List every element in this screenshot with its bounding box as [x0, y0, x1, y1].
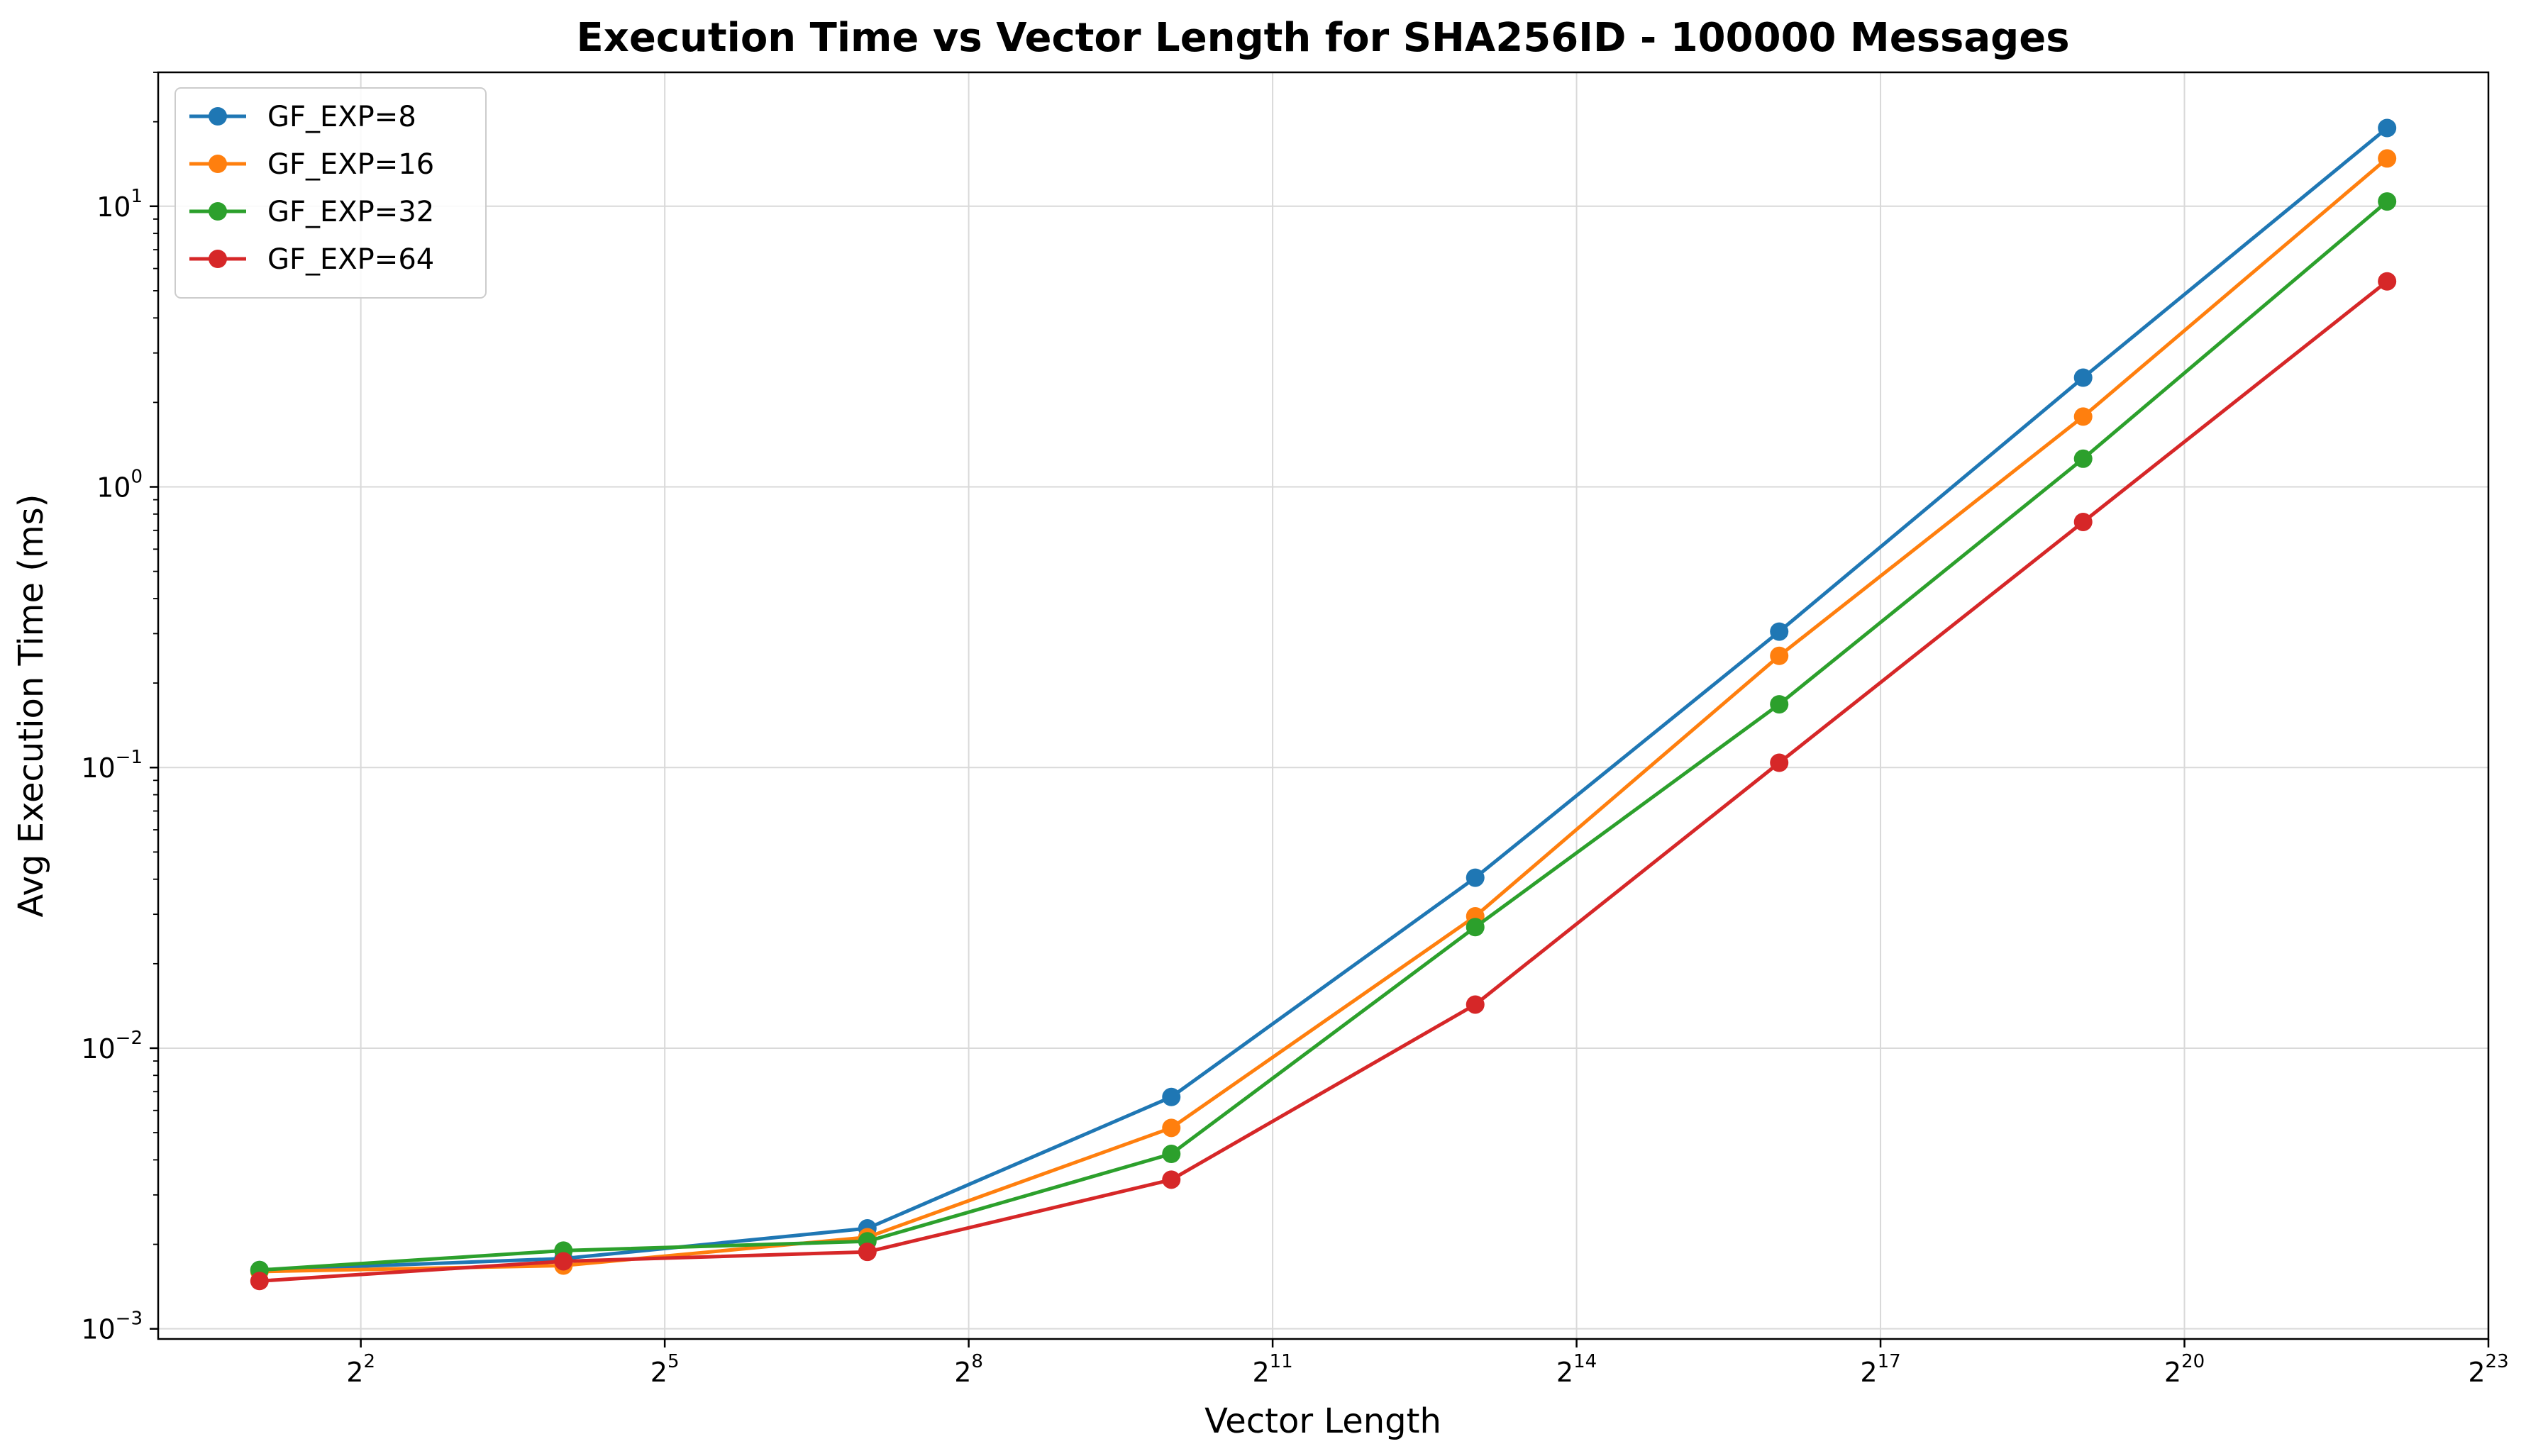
- legend-marker: [209, 250, 227, 268]
- data-point: [1770, 695, 1789, 714]
- x-tick-label: 223: [2468, 1351, 2508, 1388]
- data-point: [2073, 407, 2093, 426]
- series-line: [259, 200, 2388, 1272]
- legend-label: GF_EXP=16: [267, 148, 434, 181]
- data-point: [2378, 149, 2397, 168]
- y-axis-ticks: 10−3 10−2 10−1 100 101: [81, 186, 158, 1345]
- y-tick-label: 10−3: [81, 1308, 143, 1345]
- legend-marker: [209, 107, 227, 126]
- data-point: [2073, 449, 2093, 468]
- x-tick-label: 214: [1556, 1351, 1597, 1388]
- x-tick-label: 22: [346, 1351, 375, 1388]
- x-axis-label: Vector Length: [1204, 1401, 1441, 1441]
- data-point: [250, 1272, 269, 1291]
- data-point: [1162, 1145, 1181, 1164]
- legend-label: GF_EXP=8: [267, 101, 416, 133]
- data-point: [1466, 995, 1485, 1014]
- chart-title: Execution Time vs Vector Length for SHA2…: [576, 15, 2069, 61]
- series-GF_EXP=8: [250, 118, 2397, 1279]
- data-point: [1770, 646, 1789, 665]
- data-point: [1770, 622, 1789, 641]
- legend-item: GF_EXP=8: [189, 101, 416, 133]
- x-tick-label: 28: [954, 1351, 983, 1388]
- data-point: [1162, 1170, 1181, 1189]
- series-line: [259, 126, 2388, 1272]
- data-point: [2073, 368, 2093, 387]
- grid-lines: [158, 72, 2489, 1339]
- y-tick-label: 10−1: [81, 747, 143, 784]
- y-axis-label: Avg Execution Time (ms): [11, 494, 51, 918]
- data-point: [1770, 753, 1789, 772]
- plot-frame: [157, 71, 2490, 1340]
- data-point: [2073, 512, 2093, 531]
- legend-item: GF_EXP=64: [189, 243, 434, 276]
- legend-box: [175, 87, 487, 299]
- legend-item: GF_EXP=16: [189, 148, 434, 181]
- x-tick-label: 211: [1252, 1351, 1292, 1388]
- x-tick-label: 25: [650, 1351, 680, 1388]
- data-point: [2378, 272, 2397, 291]
- data-point: [2378, 192, 2397, 211]
- data-point: [858, 1243, 877, 1262]
- series-GF_EXP=16: [250, 149, 2397, 1281]
- legend-label: GF_EXP=64: [267, 243, 434, 276]
- legend-item: GF_EXP=32: [189, 196, 434, 228]
- data-point: [554, 1252, 573, 1271]
- series-line: [259, 279, 2388, 1283]
- data-point: [2378, 118, 2397, 138]
- y-tick-label: 100: [96, 467, 143, 504]
- y-tick-label: 101: [96, 186, 143, 223]
- x-tick-label: 220: [2164, 1351, 2205, 1388]
- data-point: [1162, 1118, 1181, 1138]
- legend-marker: [209, 202, 227, 221]
- x-tick-label: 217: [1860, 1351, 1900, 1388]
- legend-label: GF_EXP=32: [267, 196, 434, 228]
- data-point: [1162, 1087, 1181, 1106]
- series-layer: [250, 118, 2397, 1291]
- series-GF_EXP=64: [250, 272, 2397, 1291]
- y-tick-label: 10−2: [81, 1028, 143, 1065]
- legend: GF_EXP=8 GF_EXP=16 GF_EXP=32 GF_EXP=64: [175, 87, 487, 299]
- x-axis-ticks: 22 25 28 211 214 217 220 223: [346, 1339, 2509, 1388]
- series-line: [259, 157, 2388, 1274]
- data-point: [1466, 918, 1485, 937]
- data-point: [1466, 868, 1485, 887]
- series-GF_EXP=32: [250, 192, 2397, 1279]
- legend-marker: [209, 155, 227, 173]
